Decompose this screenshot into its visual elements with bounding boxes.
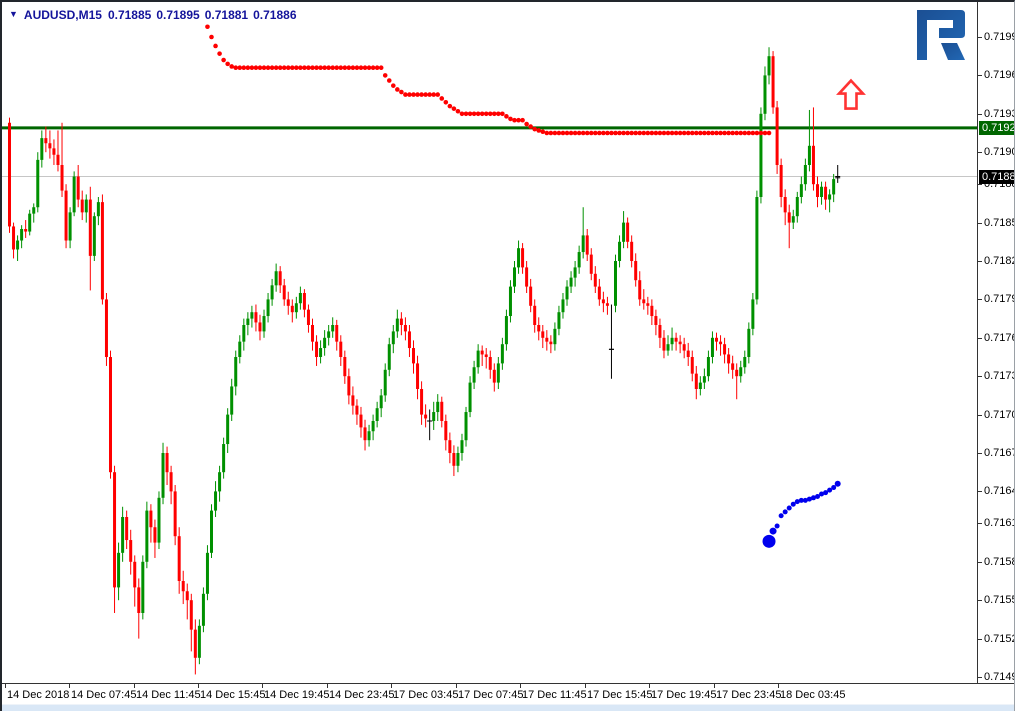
price-axis-tick [978,677,982,678]
level-lines-layer [2,126,977,178]
price-axis-label: 0.71670 [984,447,1014,459]
candlestick-canvas [2,24,977,675]
time-axis-tick [327,684,328,688]
chart-plot-area[interactable] [2,2,977,683]
time-axis-tick [69,684,70,688]
price-axis-tick [978,222,982,224]
stop-price-badge: 0.71924 [979,120,1014,135]
quote-low: 0.71881 [204,8,249,22]
time-axis-tick [456,684,457,688]
price-axis-tick [978,491,982,493]
time-axis-tick [778,684,779,688]
price-axis-tick [978,184,982,186]
price-axis-tick [978,414,982,416]
price-axis-label: 0.71935 [984,107,1014,120]
price-axis-tick [978,261,982,262]
time-axis-tick [714,684,715,688]
time-axis-tick [262,684,263,688]
price-axis-tick [978,376,982,378]
price-axis-label: 0.71555 [984,594,1014,607]
time-axis-label: 17 Dec 23:45 [716,689,782,701]
price-axis-label: 0.71995 [984,31,1014,43]
time-axis-label: 14 Dec 19:45 [264,689,330,701]
quote-open: 0.71885 [107,8,152,22]
time-axis-label: 17 Dec 19:45 [651,689,717,701]
price-axis-tick [978,453,982,454]
time-axis-tick [5,684,6,688]
time-axis-label: 14 Dec 07:45 [71,689,137,701]
price-axis-tick [978,37,982,38]
quote-high: 0.71895 [156,8,200,22]
time-axis-tick [649,684,650,688]
price-axis-tick [978,561,982,563]
ohlc-quotes: 0.71885 0.71895 0.71881 0.71886 [108,8,297,22]
time-axis-label: 18 Dec 03:45 [780,689,846,701]
candles-layer [8,47,841,675]
time-axis-tick [520,684,521,688]
price-axis-label: 0.71640 [984,485,1014,498]
time-axis-label: 14 Dec 23:45 [329,689,395,701]
time-axis-label: 17 Dec 03:45 [393,689,459,701]
price-axis-tick [978,152,982,154]
price-axis[interactable]: 0.719950.719650.719350.719050.718800.718… [977,2,1014,683]
price-axis-label: 0.71850 [984,216,1014,229]
price-axis-label: 0.71495 [984,671,1014,683]
price-axis-tick [978,75,982,77]
symbol-marker-icon: ▼ [9,9,18,19]
buy-trailing-dots [762,480,841,548]
price-axis-label: 0.71615 [984,517,1014,530]
price-axis-label: 0.71585 [984,555,1014,568]
price-axis-label: 0.71790 [984,293,1014,306]
sell-trailing-dots [205,24,772,136]
price-axis-tick [978,337,982,339]
price-axis-label: 0.71760 [984,331,1014,344]
time-axis-label: 17 Dec 07:45 [458,689,524,701]
quote-close: 0.71886 [253,8,297,22]
bottom-strip [2,704,1014,711]
time-axis-label: 14 Dec 11:45 [136,689,201,701]
time-axis[interactable]: 14 Dec 2018 14 Dec 07:45 14 Dec 11:45 14 De… [2,683,1014,704]
time-axis-label: 14 Dec 2018 [7,689,70,701]
bid-price-badge: 0.71886 [979,169,1014,184]
time-axis-tick [391,684,392,688]
price-axis-tick [978,600,982,602]
buy-signal-arrow-icon [836,78,866,110]
chart-header: ▼ AUDUSD,M15 0.71885 0.71895 0.71881 0.7… [9,8,297,22]
price-axis-tick [978,523,982,525]
price-axis-label: 0.71730 [984,370,1014,383]
time-axis-tick [198,684,199,688]
time-axis-tick [585,684,586,688]
time-axis-tick [134,684,135,688]
price-axis-tick [978,638,982,640]
broker-logo-icon [915,10,971,65]
price-axis-label: 0.71700 [984,408,1014,421]
price-axis-tick [978,113,982,115]
price-axis-label: 0.71525 [984,632,1014,645]
price-axis-label: 0.71965 [984,69,1014,82]
price-axis-tick [978,299,982,301]
time-axis-label: 14 Dec 15:45 [200,689,266,701]
time-axis-label: 17 Dec 11:45 [522,689,587,701]
price-axis-label: 0.71820 [984,255,1014,267]
time-axis-label: 17 Dec 15:45 [587,689,653,701]
symbol-period-label: AUDUSD,M15 [23,8,102,22]
price-axis-label: 0.71905 [984,146,1014,159]
